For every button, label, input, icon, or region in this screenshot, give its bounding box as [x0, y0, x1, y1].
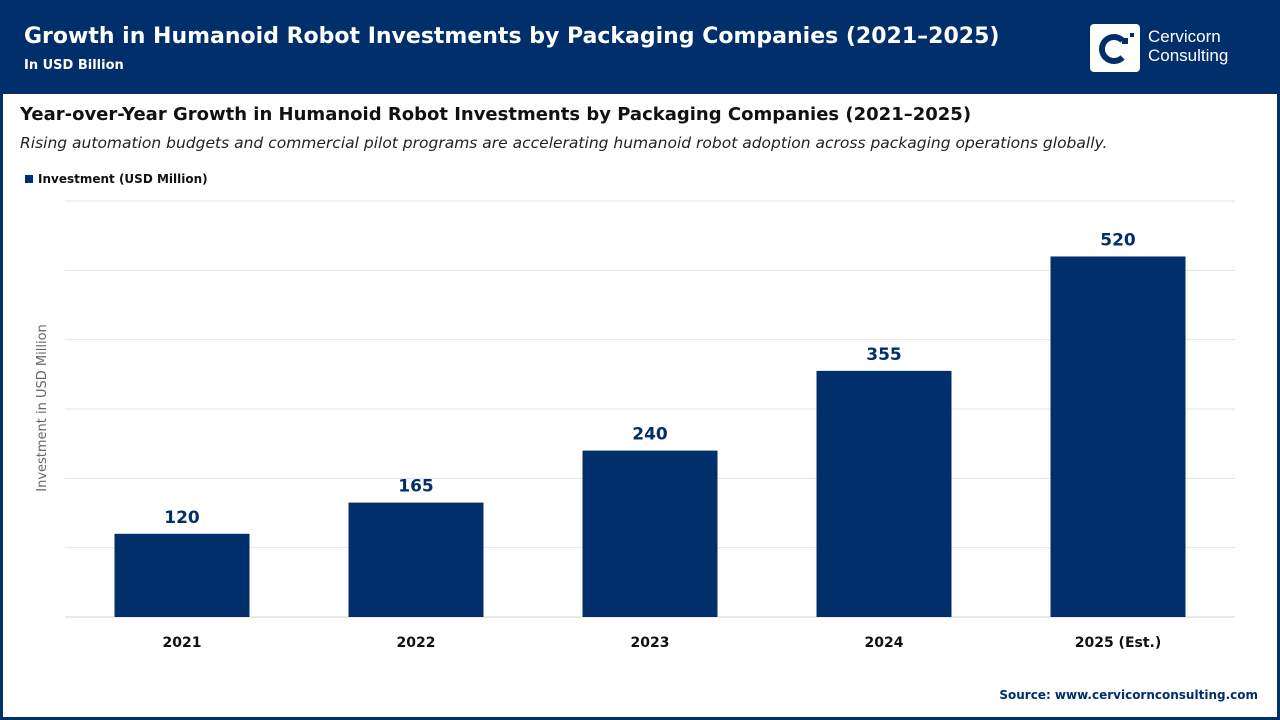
data-label: 520 [1100, 230, 1136, 250]
logo-icon [1090, 24, 1140, 72]
y-axis-label: Investment in USD Million [35, 324, 50, 492]
source-text: Source: www.cervicornconsulting.com [999, 688, 1258, 702]
x-tick-label: 2024 [865, 635, 904, 651]
data-label: 240 [632, 425, 668, 445]
legend: Investment (USD Million) [25, 172, 208, 186]
bar [816, 370, 952, 617]
bar [114, 533, 250, 617]
x-tick-label: 2025 (Est.) [1075, 635, 1162, 651]
header: Growth in Humanoid Robot Investments by … [0, 0, 1280, 94]
bar [1050, 256, 1186, 617]
bar [582, 450, 718, 617]
x-tick-label: 2023 [631, 635, 670, 651]
data-label: 120 [164, 508, 200, 528]
x-tick-label: 2021 [163, 635, 202, 651]
chart-title: Year-over-Year Growth in Humanoid Robot … [20, 104, 972, 125]
data-label: 355 [866, 345, 902, 365]
bar [348, 502, 484, 617]
legend-label: Investment (USD Million) [38, 172, 208, 186]
legend-swatch [25, 175, 33, 183]
header-title: Growth in Humanoid Robot Investments by … [24, 24, 1000, 49]
data-label: 165 [398, 477, 434, 497]
logo-text: Cervicorn Consulting [1148, 27, 1229, 65]
x-tick-label: 2022 [397, 635, 436, 651]
header-subtitle: In USD Billion [24, 58, 124, 73]
chart-subtitle: Rising automation budgets and commercial… [20, 134, 1108, 152]
